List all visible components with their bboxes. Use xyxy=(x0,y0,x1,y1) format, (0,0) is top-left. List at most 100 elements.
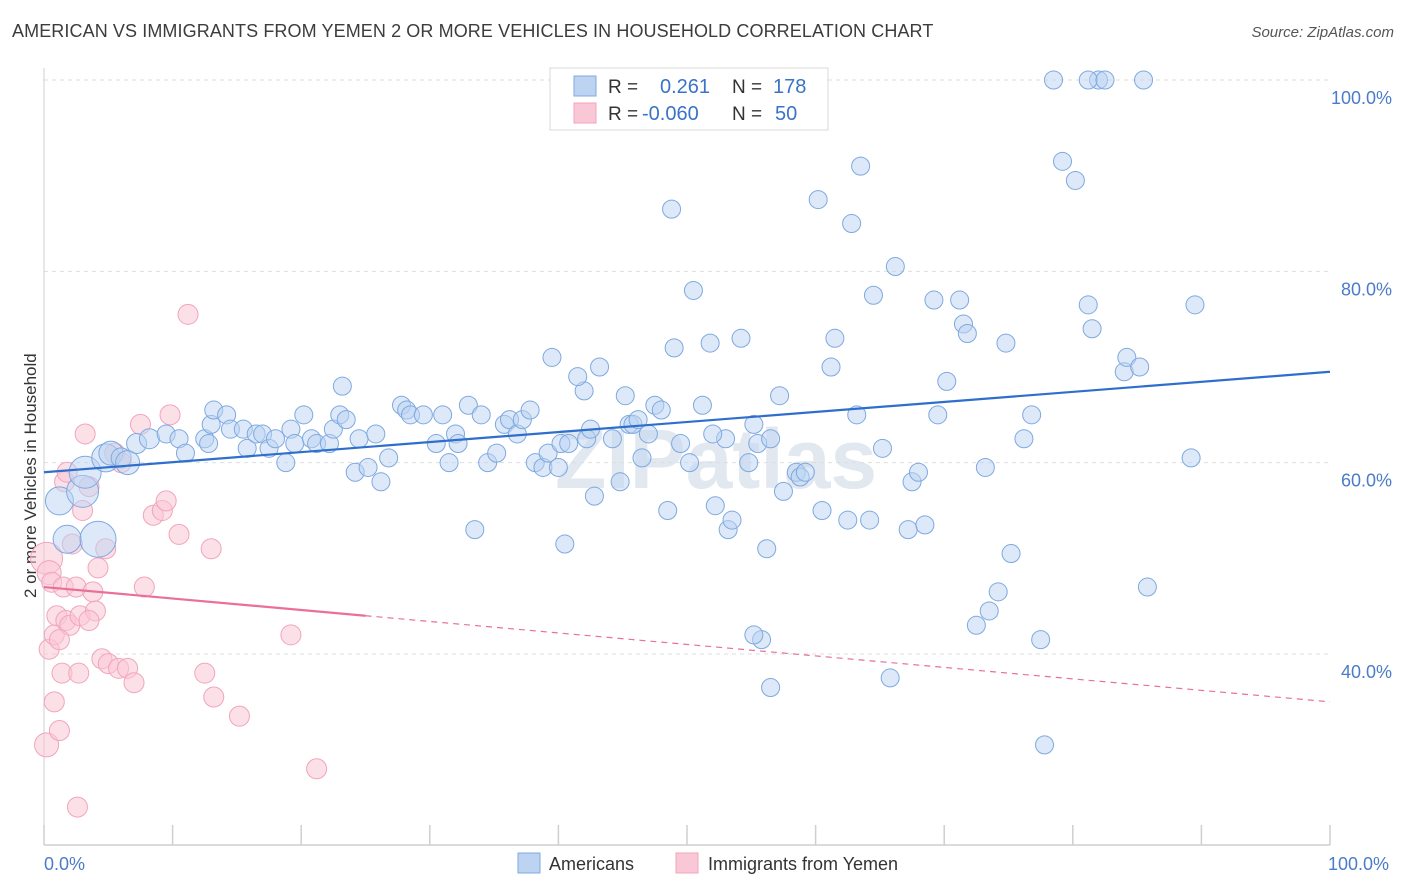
americans-point-127 xyxy=(937,371,957,391)
americans-point-102 xyxy=(761,429,781,449)
americans-point-126 xyxy=(928,405,948,425)
yemen-point-8 xyxy=(48,720,70,742)
americans-point-116 xyxy=(860,510,880,530)
americans-point-53 xyxy=(465,520,485,540)
americans-point-41 xyxy=(371,472,391,492)
americans-point-39 xyxy=(358,457,378,477)
x-ticks xyxy=(43,825,1331,845)
legend-n-label-americans: N = xyxy=(732,77,762,98)
americans-point-80 xyxy=(628,410,648,430)
americans-point-76 xyxy=(610,472,630,492)
yemen-trend-line-extension xyxy=(365,615,1331,703)
americans-point-136 xyxy=(1001,544,1021,564)
americans-point-147 xyxy=(1095,70,1115,90)
americans-point-159 xyxy=(568,367,588,387)
americans-point-134 xyxy=(988,582,1008,602)
americans-point-84 xyxy=(651,400,671,420)
americans-point-113 xyxy=(842,214,862,233)
americans-point-118 xyxy=(872,438,892,458)
yemen-point-38 xyxy=(155,490,177,512)
americans-point-111 xyxy=(825,328,845,348)
americans-point-146 xyxy=(1078,70,1098,90)
y-tick-labels: 40.0% 60.0% 80.0% 100.0% xyxy=(1331,88,1392,682)
yemen-point-19 xyxy=(66,796,88,818)
americans-point-48 xyxy=(433,405,453,425)
y-axis-label: 2 or more Vehicles in Household xyxy=(21,353,40,598)
x-tick-label-min: 0.0% xyxy=(44,854,85,874)
y-tick-label-1: 60.0% xyxy=(1341,471,1392,491)
americans-point-36 xyxy=(332,376,352,396)
legend-r-label-americans: R = xyxy=(608,77,638,98)
bottom-legend-swatch-americans xyxy=(517,852,541,874)
americans-point-40 xyxy=(366,424,386,444)
americans-point-69 xyxy=(559,434,579,454)
yemen-point-44 xyxy=(177,303,199,325)
americans-point-155 xyxy=(1044,70,1064,90)
americans-point-28 xyxy=(285,434,305,454)
americans-point-74 xyxy=(590,357,610,377)
americans-point-61 xyxy=(520,400,540,420)
americans-point-110 xyxy=(821,357,841,377)
legend-n-value-americans: 178 xyxy=(773,76,806,98)
americans-point-38 xyxy=(349,429,369,449)
americans-point-75 xyxy=(602,429,622,449)
americans-point-73 xyxy=(584,486,604,506)
americans-point-151 xyxy=(1134,70,1154,90)
americans-point-152 xyxy=(1137,577,1157,597)
americans-point-3 xyxy=(79,520,117,558)
americans-point-138 xyxy=(1022,405,1042,425)
y-tick-label-3: 100.0% xyxy=(1331,88,1392,108)
yemen-point-39 xyxy=(159,404,181,426)
series-yemen xyxy=(30,303,328,818)
bottom-legend-label-yemen: Immigrants from Yemen xyxy=(708,854,898,874)
americans-point-157 xyxy=(761,677,781,697)
americans-point-153 xyxy=(1181,448,1201,468)
americans-point-117 xyxy=(863,285,883,305)
americans-point-81 xyxy=(632,448,652,468)
americans-point-109 xyxy=(812,501,832,520)
americans-point-97 xyxy=(731,328,751,348)
americans-point-66 xyxy=(548,457,568,477)
americans-point-99 xyxy=(744,414,764,434)
yemen-point-21 xyxy=(74,423,96,445)
americans-point-42 xyxy=(379,448,399,468)
americans-point-54 xyxy=(471,405,491,425)
americans-point-130 xyxy=(957,324,977,344)
bottom-legend-label-americans: Americans xyxy=(549,854,634,874)
yemen-point-2 xyxy=(34,732,60,758)
americans-point-137 xyxy=(1014,429,1034,449)
y-tick-label-2: 80.0% xyxy=(1341,279,1392,299)
americans-point-96 xyxy=(722,510,742,530)
americans-point-15 xyxy=(199,434,219,454)
legend-swatch-americans xyxy=(573,75,597,97)
americans-point-144 xyxy=(1082,319,1102,339)
americans-point-56 xyxy=(487,443,507,463)
yemen-point-47 xyxy=(306,758,328,780)
americans-point-82 xyxy=(638,424,658,444)
americans-point-52 xyxy=(458,395,478,415)
americans-point-98 xyxy=(739,453,759,473)
americans-point-108 xyxy=(808,190,828,210)
yemen-point-40 xyxy=(168,523,190,545)
americans-point-132 xyxy=(975,457,995,477)
americans-point-114 xyxy=(847,405,867,425)
yemen-point-43 xyxy=(200,538,222,560)
yemen-point-46 xyxy=(280,624,302,646)
americans-point-64 xyxy=(538,443,558,463)
americans-point-93 xyxy=(705,496,725,516)
americans-point-8 xyxy=(115,450,141,476)
americans-point-150 xyxy=(1130,357,1150,377)
americans-point-29 xyxy=(294,405,314,425)
y-tick-label-0: 40.0% xyxy=(1341,662,1392,682)
americans-point-112 xyxy=(838,510,858,530)
yemen-point-35 xyxy=(133,576,155,598)
americans-point-104 xyxy=(773,481,793,501)
americans-point-65 xyxy=(542,347,562,367)
americans-point-1 xyxy=(52,524,82,554)
americans-point-128 xyxy=(950,290,970,310)
series-americans xyxy=(44,70,1205,755)
americans-point-124 xyxy=(915,515,935,535)
legend-r-label-yemen: R = xyxy=(608,104,638,125)
yemen-point-33 xyxy=(123,672,145,694)
americans-point-140 xyxy=(1035,735,1055,755)
